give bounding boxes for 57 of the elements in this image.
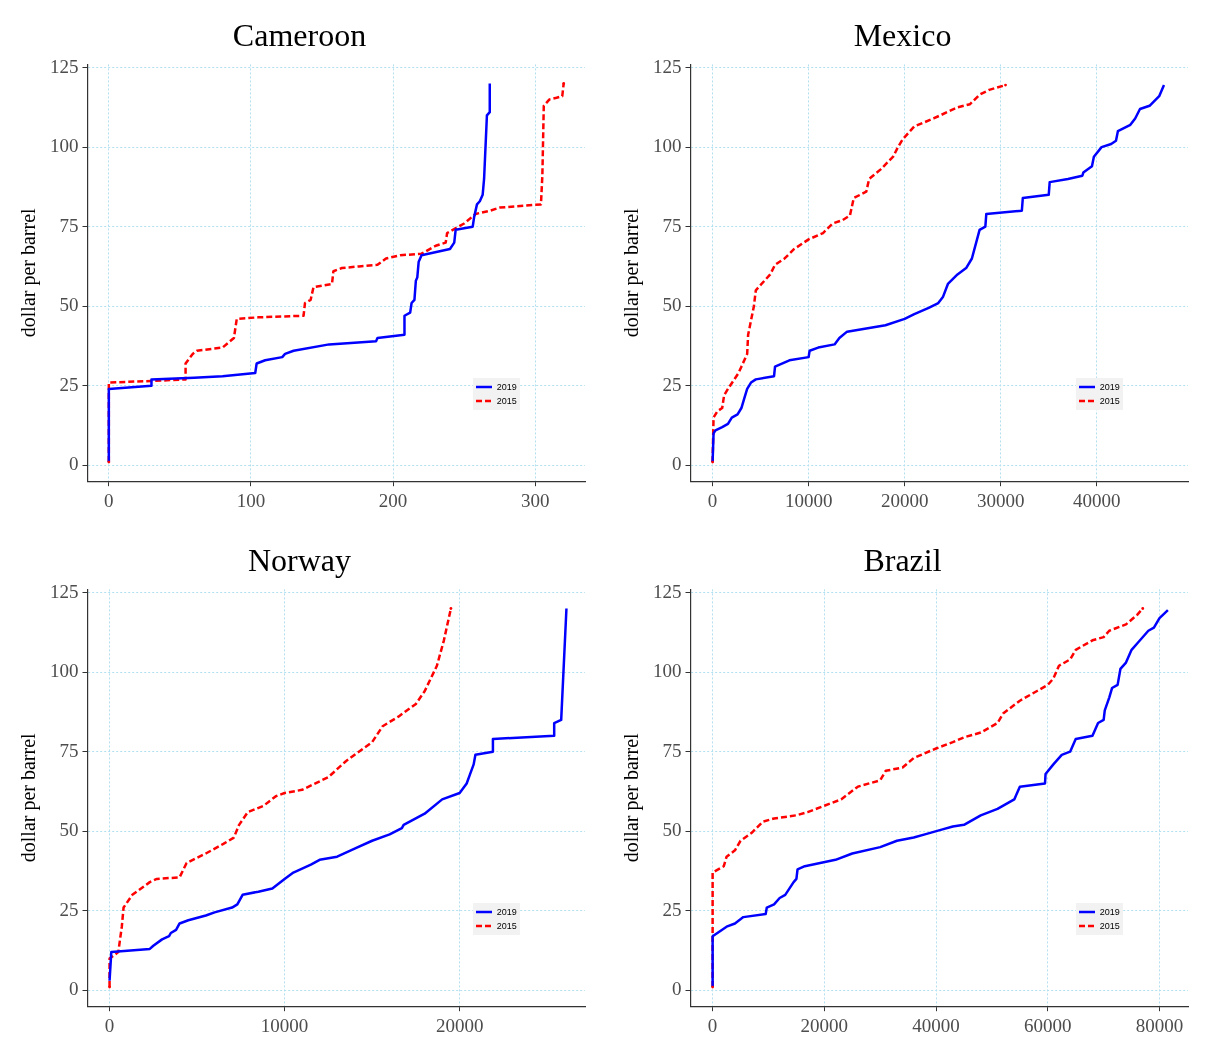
x-tick-label: 80000: [1135, 1014, 1184, 1036]
x-tick-label: 0: [707, 1014, 718, 1036]
x-tick-label: 200: [378, 489, 408, 511]
y-tick-label: 75: [59, 214, 79, 236]
y-tick-label: 125: [50, 580, 79, 602]
y-tick-label: 50: [59, 294, 79, 316]
legend-label: 2015: [1099, 919, 1120, 933]
legend-label: 2019: [496, 380, 517, 394]
x-tick-label: 40000: [1073, 489, 1121, 511]
legend-label: 2015: [1099, 394, 1120, 408]
x-tick-label: 10000: [260, 1014, 309, 1036]
y-tick-label: 75: [662, 214, 682, 236]
x-tick-label: 20000: [800, 1014, 849, 1036]
x-tick-label: 20000: [435, 1014, 484, 1036]
y-tick-label: 0: [69, 978, 79, 1000]
x-tick-label: 10000: [784, 489, 833, 511]
x-tick-label: 20000: [880, 489, 929, 511]
y-tick-label: 100: [653, 135, 682, 157]
y-axis-title: dollar per barrel: [620, 207, 644, 338]
y-axis-title: dollar per barrel: [17, 732, 41, 863]
y-axis-title: dollar per barrel: [17, 207, 41, 338]
y-tick-label: 25: [59, 373, 79, 395]
chart-title: Mexico: [853, 16, 952, 53]
y-tick-label: 100: [50, 660, 79, 682]
y-tick-label: 100: [50, 135, 79, 157]
x-tick-label: 0: [707, 489, 718, 511]
y-tick-label: 50: [59, 819, 79, 841]
legend-label: 2019: [1099, 380, 1120, 394]
y-tick-label: 0: [69, 453, 79, 475]
x-tick-label: 0: [104, 489, 114, 511]
y-axis-title: dollar per barrel: [620, 732, 644, 863]
x-tick-label: 30000: [976, 489, 1025, 511]
chart-title: Cameroon: [232, 16, 367, 53]
chart-title: Brazil: [863, 541, 942, 578]
y-tick-label: 50: [662, 294, 682, 316]
y-tick-label: 25: [59, 898, 79, 920]
y-tick-label: 0: [672, 453, 682, 475]
x-tick-label: 60000: [1024, 1014, 1072, 1036]
y-tick-label: 0: [672, 978, 682, 1000]
x-tick-label: 100: [236, 489, 266, 511]
y-tick-label: 125: [653, 580, 682, 602]
y-tick-label: 75: [662, 739, 682, 761]
legend-label: 2015: [496, 919, 517, 933]
y-tick-label: 50: [662, 819, 682, 841]
y-tick-label: 125: [50, 55, 79, 77]
y-tick-label: 25: [662, 898, 682, 920]
x-tick-label: 40000: [912, 1014, 960, 1036]
legend-label: 2015: [496, 394, 517, 408]
chart-title: Norway: [247, 541, 352, 578]
y-tick-label: 100: [653, 660, 682, 682]
y-tick-label: 25: [662, 373, 682, 395]
y-tick-label: 75: [59, 739, 79, 761]
y-tick-label: 125: [653, 55, 682, 77]
x-tick-label: 0: [104, 1014, 115, 1036]
legend-label: 2019: [496, 905, 517, 919]
x-tick-label: 300: [521, 489, 550, 511]
legend-label: 2019: [1099, 905, 1120, 919]
